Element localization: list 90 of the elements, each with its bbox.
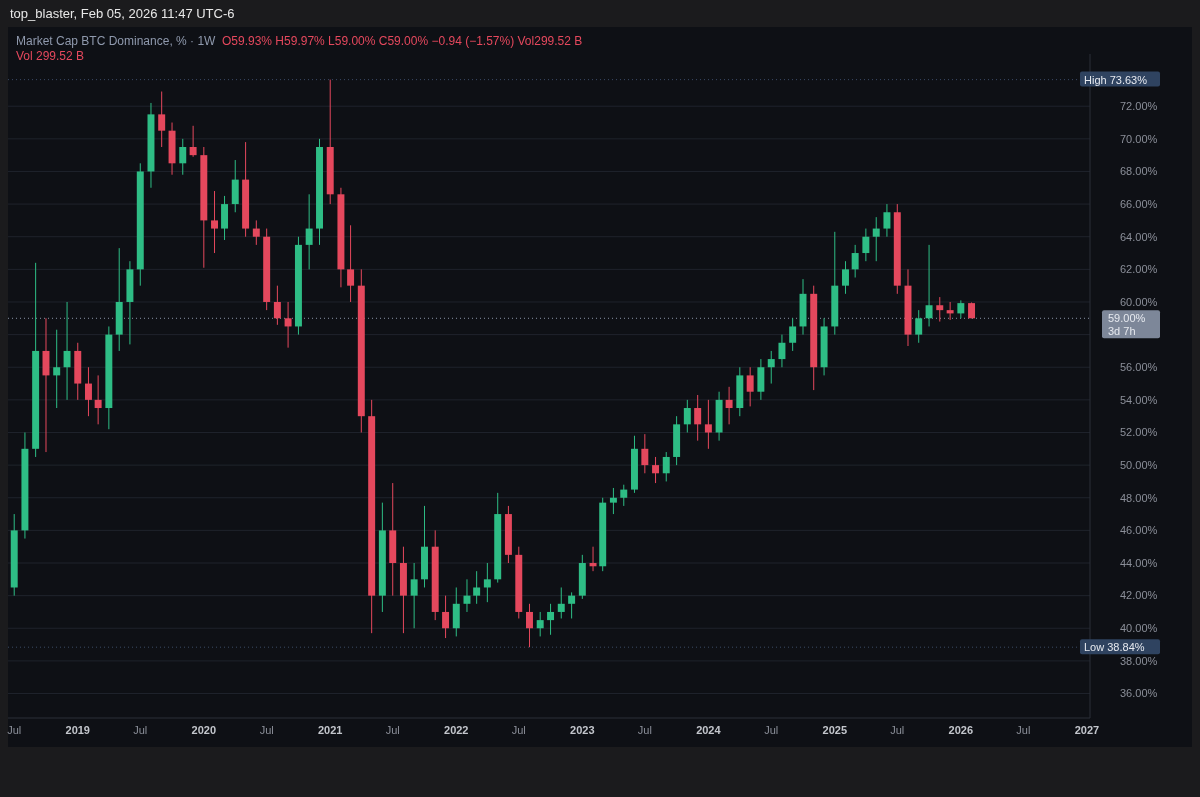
candlestick xyxy=(925,244,933,327)
candlestick xyxy=(694,394,702,442)
x-tick-label: 2026 xyxy=(948,724,974,736)
ref-line-label: High 73.63% xyxy=(1084,73,1148,86)
candlestick xyxy=(915,309,923,344)
candlestick xyxy=(789,317,797,352)
y-tick-label: 54.00% xyxy=(1120,393,1158,406)
x-tick-label: 2019 xyxy=(65,724,90,736)
y-tick-label: 64.00% xyxy=(1120,230,1158,243)
candlestick xyxy=(767,350,775,385)
y-tick-label: 66.00% xyxy=(1120,197,1158,210)
candlestick xyxy=(94,374,102,425)
y-tick-label: 60.00% xyxy=(1120,295,1158,308)
candlestick xyxy=(463,578,471,613)
x-tick-label: 2024 xyxy=(696,724,722,736)
candlestick xyxy=(347,224,355,303)
ref-line-label: Low 38.84% xyxy=(1084,641,1145,654)
candlestick xyxy=(620,484,628,507)
y-tick-label: 70.00% xyxy=(1120,132,1158,145)
candlestick xyxy=(778,334,786,368)
y-tick-label: 36.00% xyxy=(1120,687,1158,700)
candlestick xyxy=(568,591,576,619)
x-tick-label: 2021 xyxy=(317,724,343,736)
y-tick-label: 48.00% xyxy=(1120,491,1158,504)
candlestick xyxy=(273,285,281,326)
candlestick xyxy=(63,301,71,401)
candlestick xyxy=(189,125,197,158)
y-tick-label: 40.00% xyxy=(1120,622,1158,635)
candlestick xyxy=(211,190,218,254)
x-tick-label: Jul xyxy=(259,724,274,736)
y-tick-label: 72.00% xyxy=(1120,100,1158,113)
candlestick xyxy=(526,603,533,648)
candlestick xyxy=(473,570,481,605)
candlestick xyxy=(179,138,187,176)
candlestick xyxy=(536,611,544,637)
ref-line-label: 59.00% xyxy=(1108,312,1146,325)
annotation: Vol 299.52 B xyxy=(16,49,85,63)
candlestick xyxy=(851,244,859,279)
candlestick xyxy=(936,296,944,323)
y-tick-label: 56.00% xyxy=(1120,361,1158,374)
chart-subtitle: top_blaster, Feb 05, 2026 11:47 UTC-6 xyxy=(10,6,235,21)
x-tick-label: Jul xyxy=(511,724,526,736)
y-tick-label: 50.00% xyxy=(1120,458,1158,471)
candlestick xyxy=(589,546,597,572)
y-tick-label: 42.00% xyxy=(1120,589,1158,602)
y-tick-label: 44.00% xyxy=(1120,556,1158,569)
x-tick-label: 2027 xyxy=(1074,724,1100,736)
y-tick-label: 68.00% xyxy=(1120,165,1158,178)
y-tick-label: 46.00% xyxy=(1120,524,1158,537)
candlestick xyxy=(547,603,555,636)
x-tick-label: Jul xyxy=(637,724,652,736)
y-tick-label: 38.00% xyxy=(1120,654,1158,667)
x-tick-label: 2023 xyxy=(570,724,595,736)
candlestick xyxy=(704,399,712,450)
x-tick-label: Jul xyxy=(890,724,905,736)
candlestick xyxy=(53,329,61,409)
candlestick xyxy=(442,595,450,639)
candlestick xyxy=(609,487,617,515)
candlestick xyxy=(862,228,870,262)
candlestick xyxy=(641,433,649,474)
candlestick xyxy=(284,301,292,349)
y-tick-label: 52.00% xyxy=(1120,426,1158,439)
x-tick-label: 2025 xyxy=(822,724,848,736)
x-tick-label: Jul xyxy=(764,724,779,736)
candlestick xyxy=(662,451,670,482)
x-tick-label: Jul xyxy=(1016,724,1031,736)
candlestick xyxy=(842,260,849,295)
candlestick xyxy=(252,219,260,246)
candlestick xyxy=(872,216,880,262)
candlestick xyxy=(652,456,660,484)
x-tick-label: Jul xyxy=(385,724,400,736)
candlestick xyxy=(305,193,313,270)
x-tick-label: 2020 xyxy=(191,724,217,736)
candlestick xyxy=(683,399,691,433)
candlestick xyxy=(946,301,954,321)
candlestick xyxy=(84,366,92,417)
candlestick xyxy=(883,203,891,238)
chart-title: Market Cap BTC Dominance, % · 1W xyxy=(16,34,217,48)
x-tick-label: Jul xyxy=(7,724,22,736)
x-tick-label: Jul xyxy=(133,724,148,736)
candlestick xyxy=(746,366,754,407)
x-tick-label: 2022 xyxy=(444,724,469,736)
candlestick xyxy=(725,386,733,425)
y-tick-label: 62.00% xyxy=(1120,263,1158,276)
candlestick xyxy=(410,562,418,629)
text: O59.93% H59.97% L59.00% C59.00% −0.94 (−1.57%) Vol299.52 B xyxy=(222,34,583,48)
text: 3d 7h xyxy=(1108,325,1136,338)
candlestick xyxy=(483,562,491,603)
candlestick xyxy=(557,586,565,619)
candlestick xyxy=(158,91,166,148)
